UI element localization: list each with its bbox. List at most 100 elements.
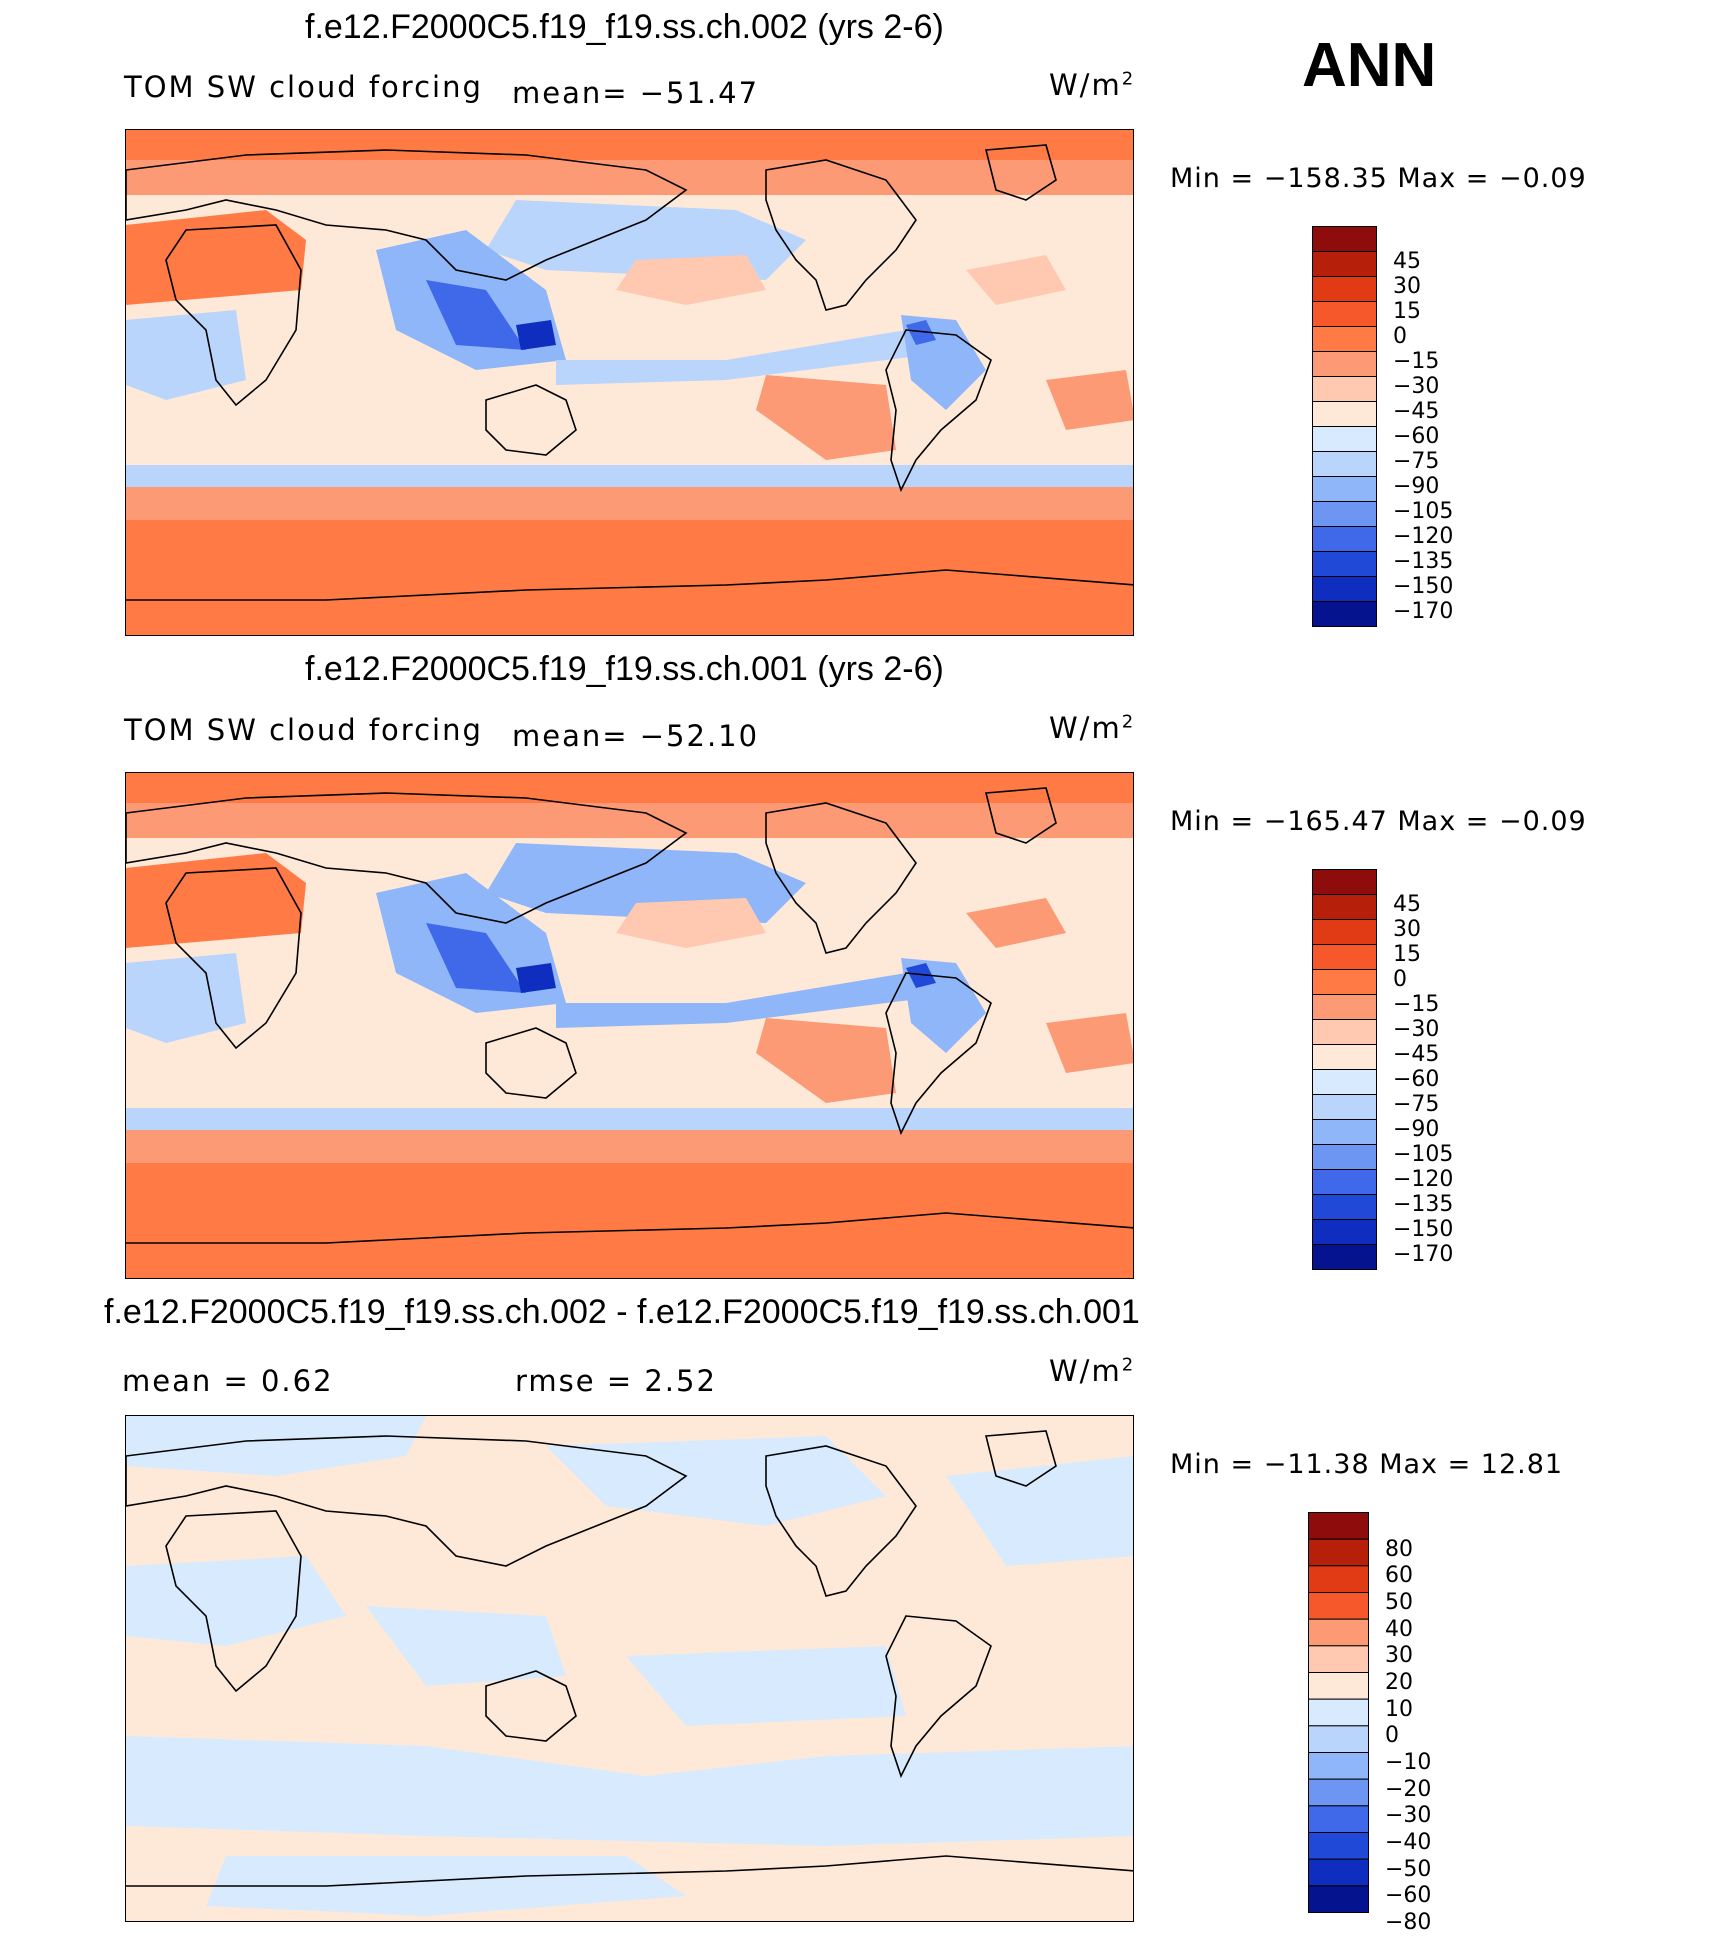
colorbar-cell bbox=[1312, 251, 1377, 277]
season-label: ANN bbox=[1302, 31, 1437, 100]
colorbar-tick-label: −135 bbox=[1393, 549, 1454, 574]
region-central-america bbox=[906, 963, 936, 988]
band-arctic bbox=[126, 130, 1133, 160]
colorbar-tick-label: −75 bbox=[1393, 1092, 1440, 1117]
coast-africa bbox=[165, 224, 302, 407]
panel-2-variable: TOM SW cloud forcing bbox=[124, 713, 483, 747]
colorbar-tick-label: −170 bbox=[1393, 599, 1454, 624]
region-ne-pacific-strato bbox=[616, 898, 766, 948]
colorbar-cell bbox=[1312, 894, 1377, 920]
colorbar-tick-label: 20 bbox=[1385, 1670, 1413, 1695]
colorbar-cell bbox=[1308, 1858, 1369, 1887]
panel-2-colorbar-labels: 45 30 15 0 −15 −30 −45 −60 −75 −90 −105 −120 −135 −15… bbox=[1393, 880, 1493, 1266]
region-ne-pacific-strato bbox=[616, 255, 766, 305]
colorbar-tick-label: −135 bbox=[1393, 1192, 1454, 1217]
colorbar-cell bbox=[1312, 1144, 1377, 1170]
band-southern-cloud bbox=[126, 1108, 1133, 1130]
colorbar-cell bbox=[1312, 919, 1377, 945]
colorbar-tick-label: 15 bbox=[1393, 299, 1421, 324]
colorbar-cell bbox=[1308, 1885, 1369, 1913]
region-diff-neg-6 bbox=[626, 1646, 906, 1726]
colorbar-tick-label: −20 bbox=[1385, 1776, 1432, 1802]
panel-1-minmax: Min = −158.35 Max = −0.09 bbox=[1170, 163, 1587, 194]
region-itcz bbox=[556, 330, 926, 385]
region-se-pacific-strato bbox=[756, 375, 896, 460]
panel-1-colorbar bbox=[1312, 226, 1377, 627]
coast-north-america bbox=[765, 159, 917, 311]
colorbar-cell bbox=[1308, 1512, 1369, 1540]
colorbar-cell bbox=[1312, 1119, 1377, 1145]
coast-north-america bbox=[765, 1445, 917, 1597]
colorbar-tick-label: −50 bbox=[1385, 1856, 1432, 1882]
region-sahara bbox=[126, 853, 306, 948]
panel-1-variable: TOM SW cloud forcing bbox=[124, 70, 483, 104]
panel-3-map bbox=[125, 1415, 1134, 1922]
colorbar-tick-label: −15 bbox=[1393, 992, 1440, 1017]
colorbar-cell bbox=[1312, 1219, 1377, 1245]
colorbar-cell bbox=[1312, 351, 1377, 377]
colorbar-tick-label: −60 bbox=[1393, 1067, 1440, 1092]
colorbar-cell bbox=[1312, 276, 1377, 302]
colorbar-cell bbox=[1312, 401, 1377, 427]
colorbar-cell bbox=[1312, 301, 1377, 327]
colorbar-tick-label: 60 bbox=[1385, 1563, 1413, 1589]
colorbar-tick-label: −105 bbox=[1393, 1142, 1454, 1167]
region-diff-neg-3 bbox=[946, 1456, 1133, 1566]
region-indonesia-core bbox=[516, 320, 556, 350]
region-maritime-core bbox=[426, 280, 526, 350]
colorbar-cell bbox=[1312, 1069, 1377, 1095]
panel-3-minmax: Min = −11.38 Max = 12.81 bbox=[1170, 1449, 1564, 1480]
colorbar-cell bbox=[1312, 969, 1377, 995]
panel-2-units: W/m2 bbox=[1049, 711, 1136, 745]
region-diff-neg-5 bbox=[366, 1606, 566, 1686]
colorbar-cell bbox=[1308, 1618, 1369, 1647]
colorbar-tick-label: −150 bbox=[1393, 1217, 1454, 1242]
colorbar-tick-label: 15 bbox=[1393, 942, 1421, 967]
region-se-atlantic bbox=[1046, 370, 1133, 430]
colorbar-cell bbox=[1312, 451, 1377, 477]
colorbar-cell bbox=[1312, 601, 1377, 627]
colorbar-tick-label: −30 bbox=[1393, 374, 1440, 399]
coast-north-america bbox=[765, 802, 917, 954]
coast-greenland bbox=[984, 787, 1057, 844]
region-indonesia-core bbox=[516, 963, 556, 993]
colorbar-cell bbox=[1312, 1019, 1377, 1045]
region-central-america bbox=[906, 320, 936, 345]
colorbar-cell bbox=[1308, 1778, 1369, 1807]
region-diff-neg-7 bbox=[126, 1736, 1133, 1846]
colorbar-cell bbox=[1312, 1094, 1377, 1120]
colorbar-tick-label: 0 bbox=[1385, 1723, 1399, 1749]
panel-3-rmse: rmse = 2.52 bbox=[515, 1364, 717, 1398]
panel-1-mean: mean= −51.47 bbox=[512, 76, 760, 110]
region-diff-neg-1 bbox=[126, 1416, 426, 1476]
colorbar-tick-label: −60 bbox=[1385, 1883, 1432, 1909]
panel-2-minmax: Min = −165.47 Max = −0.09 bbox=[1170, 806, 1587, 837]
panel-2-map bbox=[125, 772, 1134, 1279]
panel-3-title: f.e12.F2000C5.f19_f19.ss.ch.002 - f.e12.… bbox=[104, 1293, 1140, 1331]
colorbar-tick-label: 30 bbox=[1393, 274, 1421, 299]
coast-antarctica bbox=[126, 569, 1133, 601]
colorbar-tick-label: 80 bbox=[1385, 1536, 1413, 1562]
coast-south-america bbox=[885, 1615, 992, 1779]
panel-3-mean: mean = 0.62 bbox=[122, 1364, 334, 1398]
colorbar-cell bbox=[1308, 1565, 1369, 1593]
band-antarctic bbox=[126, 1163, 1133, 1278]
colorbar-tick-label: −30 bbox=[1385, 1803, 1432, 1829]
panel-3-colorbar bbox=[1308, 1512, 1369, 1913]
panel-2-colorbar bbox=[1312, 869, 1377, 1270]
region-atlantic-strato bbox=[966, 898, 1066, 948]
region-atlantic-strato bbox=[966, 255, 1066, 305]
coast-australia bbox=[485, 1027, 577, 1099]
coast-eurasia bbox=[126, 149, 688, 281]
panel-1-map bbox=[125, 129, 1134, 636]
band-antarctic bbox=[126, 520, 1133, 635]
panel-3-units: W/m2 bbox=[1049, 1354, 1136, 1388]
colorbar-cell bbox=[1312, 576, 1377, 602]
colorbar-tick-label: −75 bbox=[1393, 449, 1440, 474]
colorbar-tick-label: −150 bbox=[1393, 574, 1454, 599]
band-arctic bbox=[126, 773, 1133, 803]
colorbar-tick-label: 45 bbox=[1393, 892, 1421, 917]
coast-antarctica bbox=[126, 1212, 1133, 1244]
colorbar-cell bbox=[1308, 1832, 1369, 1860]
region-diff-neg-8 bbox=[206, 1856, 686, 1916]
